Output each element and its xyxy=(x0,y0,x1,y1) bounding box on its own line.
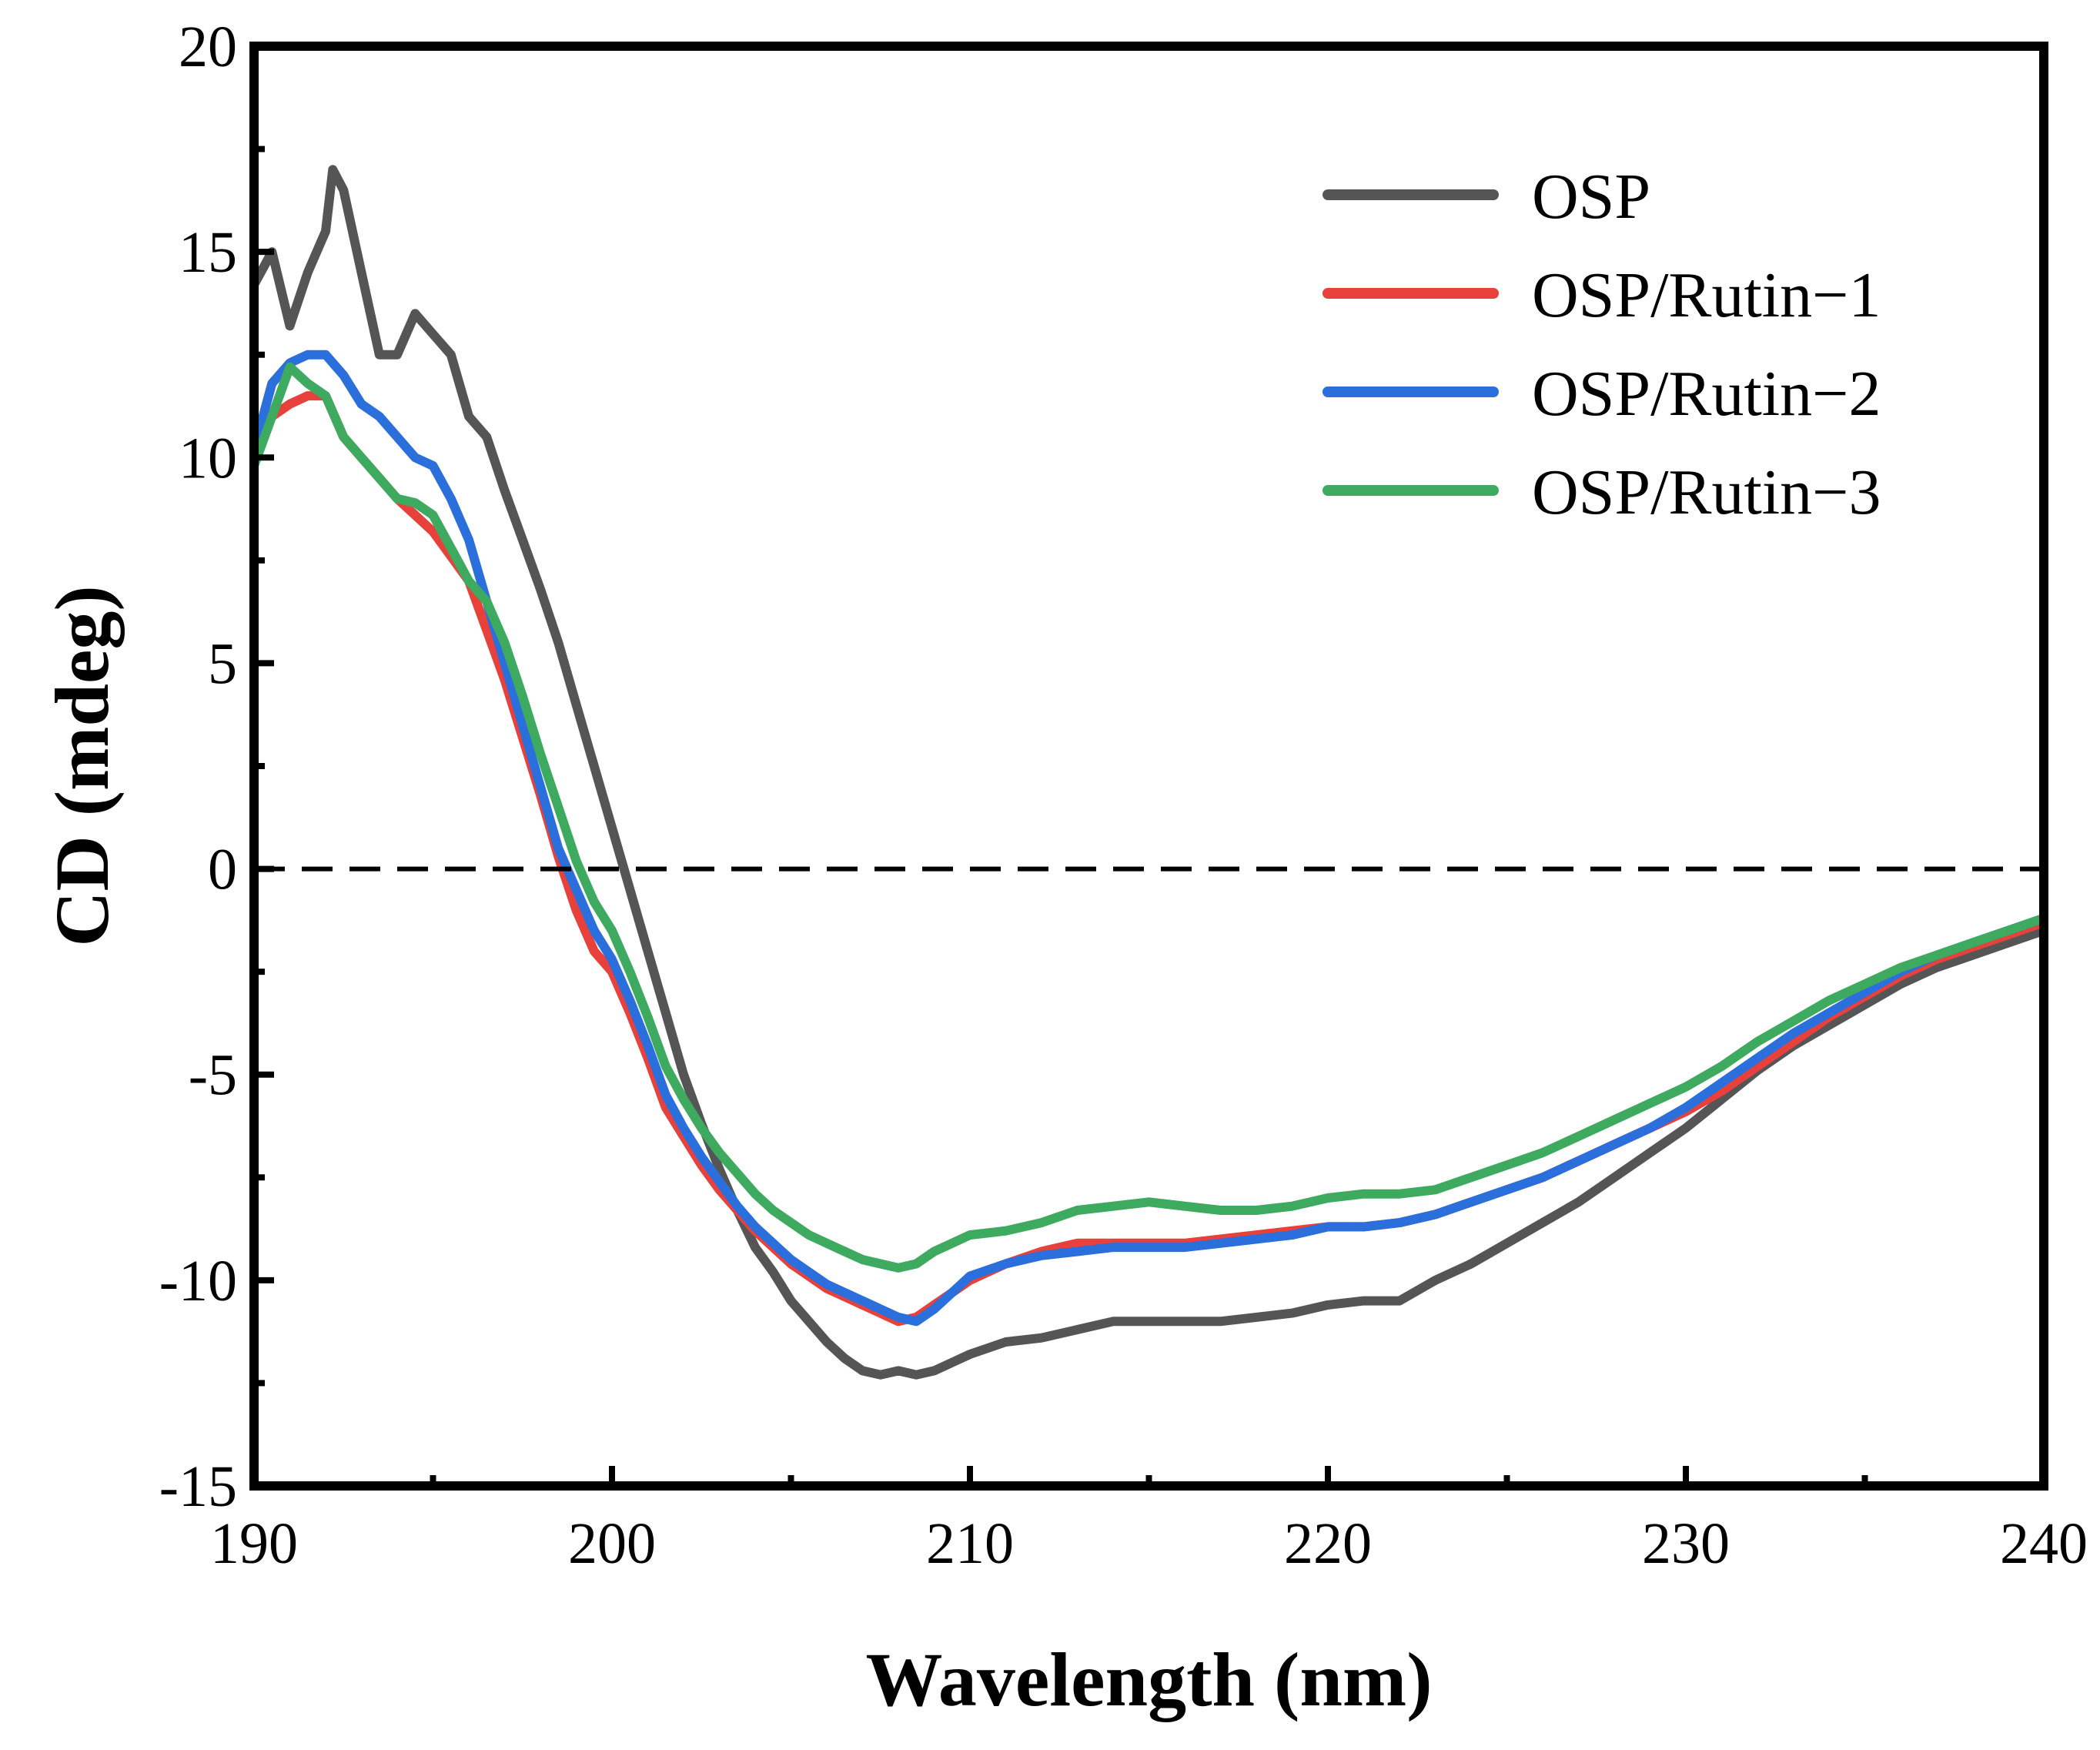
tick-layer: 190 200 210 220 230 240 20 15 10 5 0 -5 -10 -15 xyxy=(159,15,2088,1576)
x-tick-label: 190 xyxy=(210,1511,298,1576)
legend-label-1: OSP xyxy=(1532,161,1650,233)
x-tick-label: 230 xyxy=(1642,1511,1730,1576)
x-tick-label: 220 xyxy=(1284,1511,1372,1576)
legend-label-4: OSP/Rutin−3 xyxy=(1532,457,1881,528)
y-tick-label: -10 xyxy=(159,1249,237,1313)
x-tick-label: 240 xyxy=(2000,1511,2088,1576)
x-tick-label: 210 xyxy=(926,1511,1014,1576)
y-tick-label: 20 xyxy=(179,15,237,79)
legend: OSP OSP/Rutin−1 OSP/Rutin−2 OSP/Rutin−3 xyxy=(1323,161,1881,528)
y-tick-label: 10 xyxy=(179,426,237,490)
y-tick-label: 15 xyxy=(179,220,237,285)
series-line-4 xyxy=(249,362,2048,1273)
series-line-3 xyxy=(249,350,2048,1327)
y-axis-title: CD (mdeg) xyxy=(39,585,125,946)
legend-label-2: OSP/Rutin−1 xyxy=(1532,259,1881,331)
legend-label-3: OSP/Rutin−2 xyxy=(1532,358,1881,430)
y-tick-label: 5 xyxy=(208,631,237,696)
y-tick-label: -5 xyxy=(189,1043,237,1108)
series-layer xyxy=(249,165,2048,1380)
y-tick-label: 0 xyxy=(208,838,237,902)
y-tick-label: -15 xyxy=(159,1454,237,1519)
x-tick-label: 200 xyxy=(568,1511,656,1576)
x-axis-title: Wavelength (nm) xyxy=(865,1637,1432,1722)
series-line-1 xyxy=(249,165,2048,1380)
